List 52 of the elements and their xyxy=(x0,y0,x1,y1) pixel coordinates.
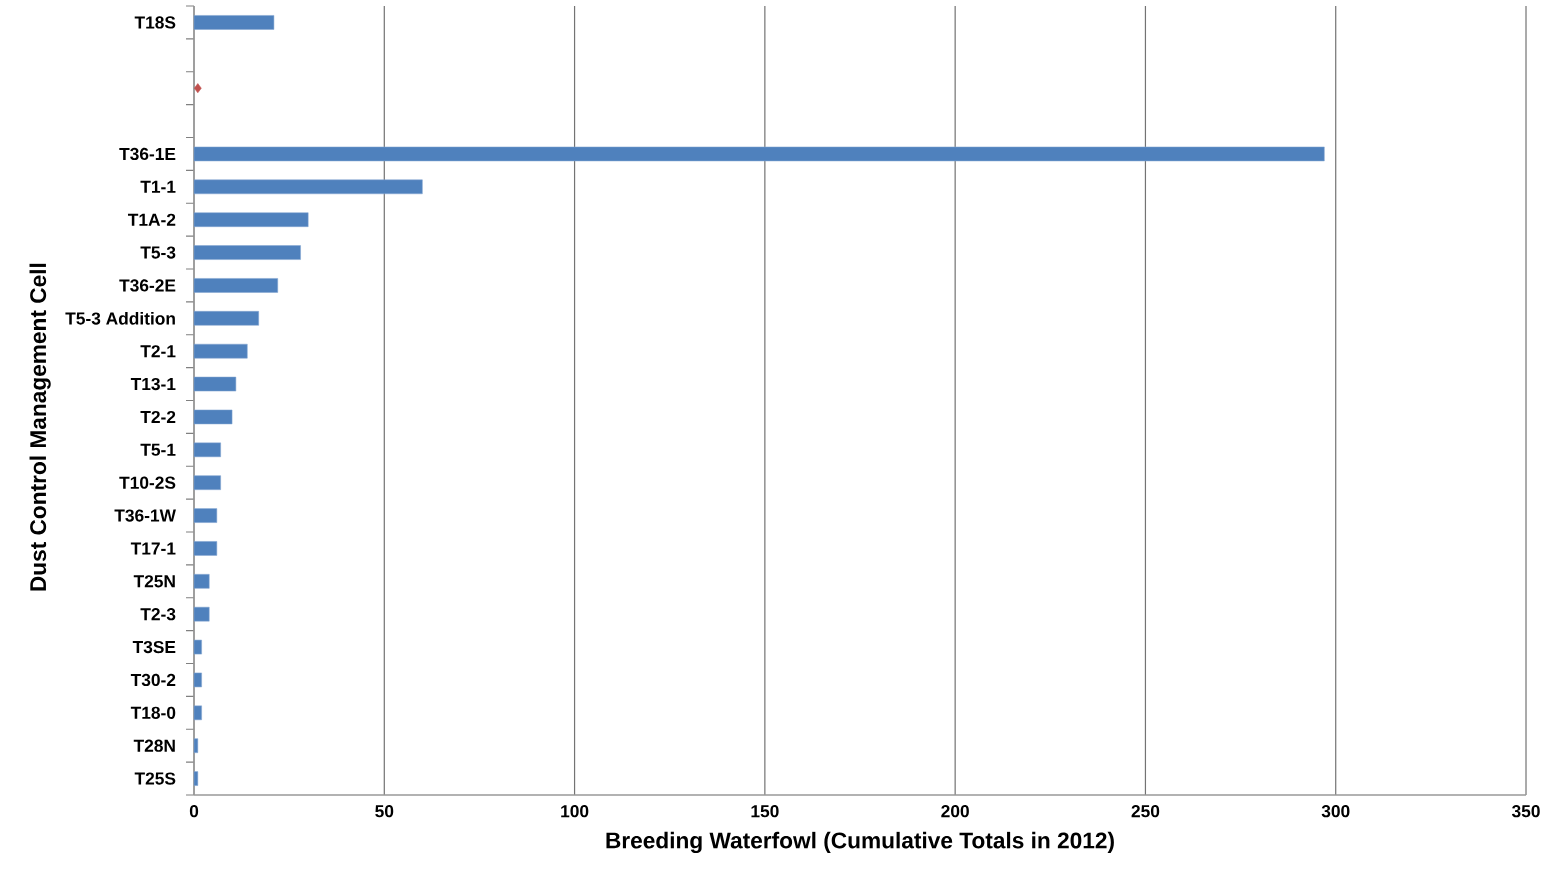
bar xyxy=(193,343,248,359)
bar xyxy=(193,574,210,589)
bar xyxy=(193,146,1325,162)
bar xyxy=(193,179,423,195)
y-tick-label: T1A-2 xyxy=(127,213,176,226)
bar xyxy=(193,15,275,30)
x-tick-label: 100 xyxy=(561,805,589,818)
y-tick-label: T2-3 xyxy=(140,608,176,621)
bar xyxy=(193,771,199,786)
bar xyxy=(193,541,218,556)
y-tick-label: T5-1 xyxy=(140,443,176,456)
y-tick-label: T30-2 xyxy=(130,673,176,687)
bar xyxy=(193,409,233,425)
x-tick-label: 150 xyxy=(751,805,779,818)
y-tick-label: T10-2S xyxy=(119,476,176,489)
x-tick-label: 250 xyxy=(1131,805,1160,818)
bar xyxy=(193,639,202,655)
bar xyxy=(193,311,259,326)
bar xyxy=(193,212,309,227)
bar xyxy=(193,672,202,688)
bar xyxy=(193,442,221,458)
x-tick-label: 200 xyxy=(941,805,969,818)
y-tick-label: T18-0 xyxy=(130,706,176,719)
y-tick-label: T18S xyxy=(134,16,176,29)
bar xyxy=(193,705,202,721)
y-tick-label: T2-1 xyxy=(140,345,176,358)
bar xyxy=(193,245,301,260)
bar xyxy=(193,278,278,293)
bar xyxy=(193,606,210,622)
y-tick-label: T25S xyxy=(134,772,176,785)
bar xyxy=(193,738,199,753)
x-tick-label: 0 xyxy=(189,805,199,818)
bar xyxy=(193,508,218,523)
y-tick-label: T3SE xyxy=(132,640,176,654)
y-axis-title: Dust Control Management Cell xyxy=(29,263,51,591)
y-tick-label: T13-1 xyxy=(130,377,176,391)
y-tick-label: T2-2 xyxy=(140,410,176,423)
x-axis-title: Breeding Waterfowl (Cumulative Totals in 2012) xyxy=(606,831,1114,854)
y-tick-label: T5-3 Addition xyxy=(65,311,175,325)
y-tick-label: T36-1W xyxy=(114,509,176,522)
y-tick-label: T5-3 xyxy=(140,246,176,259)
bar xyxy=(193,376,237,392)
y-tick-label: T36-2E xyxy=(119,279,176,292)
y-tick-label: T25N xyxy=(133,575,175,588)
bar xyxy=(193,475,221,490)
y-tick-label: T1-1 xyxy=(140,180,176,193)
y-tick-label: T36-1E xyxy=(119,147,176,161)
y-tick-label: T28N xyxy=(133,739,175,752)
x-tick-label: 50 xyxy=(375,805,394,818)
x-tick-label: 300 xyxy=(1321,805,1350,818)
y-tick-label: T17-1 xyxy=(130,542,176,555)
x-tick-label: 350 xyxy=(1511,805,1540,818)
